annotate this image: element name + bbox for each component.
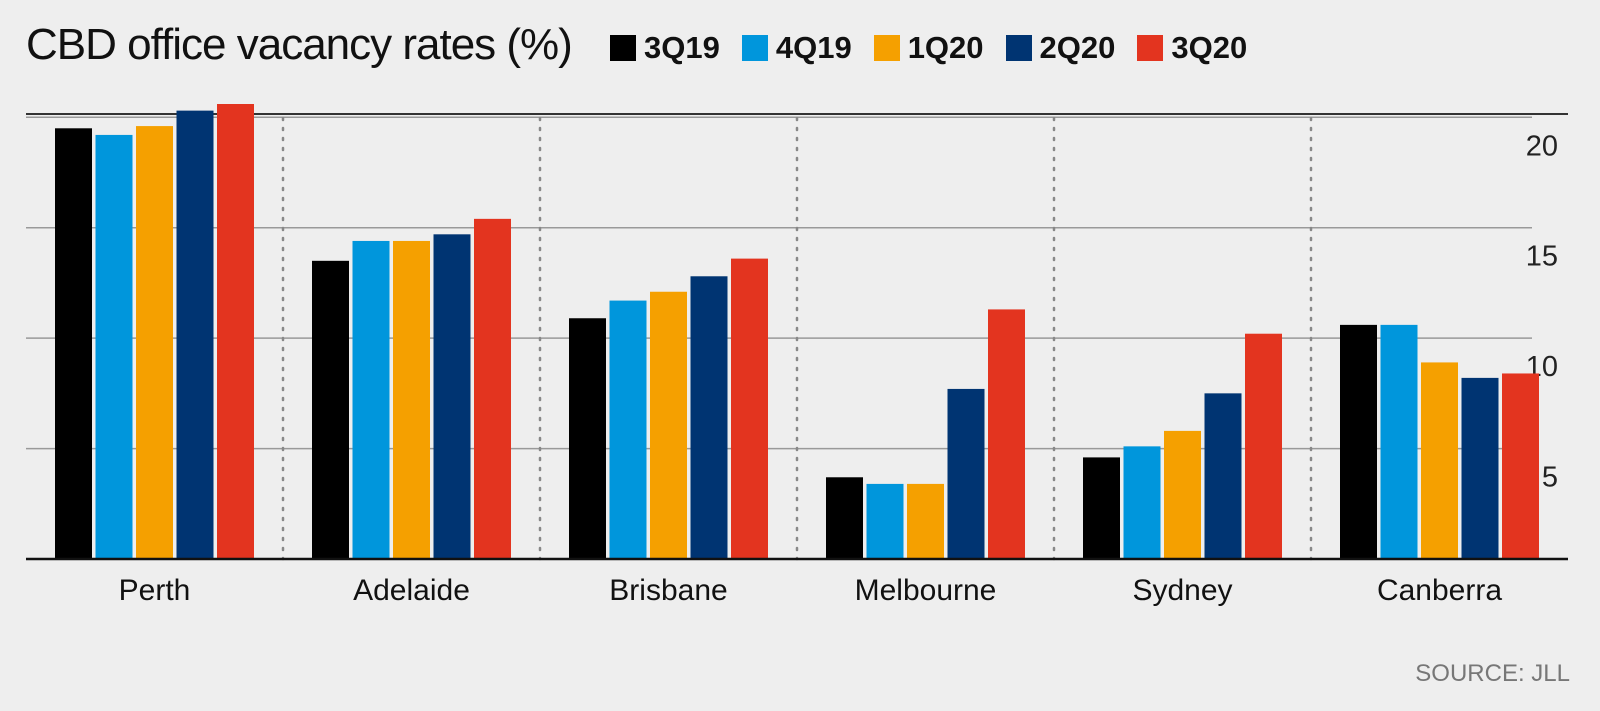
bar-melbourne-2q20 [947,388,985,559]
bar-canberra-2q20 [1461,377,1499,559]
bar-perth-3q19 [55,128,92,559]
y-tick-label: 20 [1526,130,1558,162]
legend-item-2q20: 2Q20 [1005,30,1116,66]
bar-sydney-4q19 [1123,446,1161,559]
category-label: Brisbane [609,574,727,607]
category-label: Perth [119,574,191,607]
bar-canberra-1q20 [1421,362,1458,559]
legend-item-4q19: 4Q19 [741,30,852,66]
bar-brisbane-4q19 [609,300,647,559]
bar-sydney-1q20 [1164,430,1201,559]
legend-label: 3Q20 [1171,30,1248,65]
y-tick-label: 15 [1526,241,1558,273]
bar-brisbane-2q20 [690,276,728,559]
bar-perth-1q20 [136,126,173,560]
bar-brisbane-3q19 [569,318,606,559]
bar-sydney-3q19 [1083,457,1120,559]
bar-melbourne-1q20 [907,483,944,559]
bar-melbourne-3q20 [988,309,1025,559]
bar-brisbane-3q20 [731,258,768,559]
bar-adelaide-3q19 [312,260,349,559]
bar-perth-4q19 [95,134,133,559]
bar-canberra-3q19 [1340,324,1377,559]
category-label: Adelaide [353,574,470,607]
legend-swatch [741,35,768,61]
bar-perth-3q20 [217,104,254,559]
category-label: Canberra [1377,574,1502,607]
bar-brisbane-1q20 [650,291,687,559]
source-note: SOURCE: JLL [1415,660,1570,687]
chart-title: CBD office vacancy rates (%) [26,20,573,69]
legend-item-1q20: 1Q20 [873,30,984,66]
bar-adelaide-1q20 [393,240,430,559]
legend-label: 1Q20 [907,30,984,65]
category-label: Sydney [1132,574,1232,607]
bar-melbourne-4q19 [866,483,904,559]
bar-sydney-3q20 [1245,333,1282,559]
legend-label: 2Q20 [1039,30,1116,65]
bar-canberra-4q19 [1380,324,1418,559]
legend-swatch [873,35,900,61]
bar-melbourne-3q19 [826,477,863,559]
legend-label: 3Q19 [644,30,720,65]
bar-adelaide-4q19 [352,240,390,559]
bar-perth-2q20 [176,110,214,559]
bar-canberra-3q20 [1502,373,1539,559]
legend: 3Q19 4Q19 1Q20 2Q20 3Q20 [610,30,1247,66]
legend-swatch [610,35,636,61]
bar-adelaide-3q20 [474,218,511,559]
legend-swatch [1137,35,1164,61]
legend-swatch [1005,35,1032,61]
y-tick-label: 5 [1542,462,1558,494]
category-label: Melbourne [855,574,997,607]
bar-adelaide-2q20 [433,234,471,559]
legend-item-3q19: 3Q19 [610,30,720,66]
legend-label: 4Q19 [775,30,852,65]
bar-sydney-2q20 [1204,393,1242,559]
legend-item-3q20: 3Q20 [1137,30,1247,66]
